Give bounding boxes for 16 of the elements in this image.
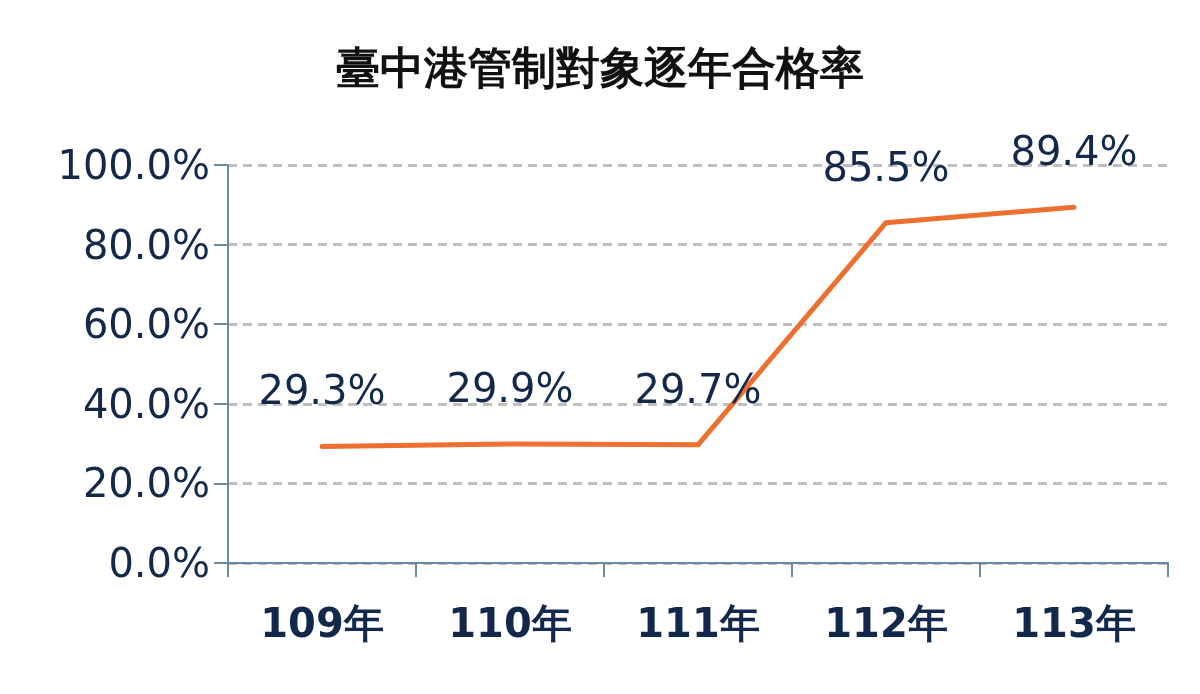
y-tick-label: 0.0% xyxy=(108,540,210,586)
x-tick-label: 111年 xyxy=(636,600,760,646)
y-tick-label: 20.0% xyxy=(82,460,210,507)
x-tick-label: 109年 xyxy=(260,600,384,646)
x-tick-label: 113年 xyxy=(1012,600,1136,646)
y-tick-label: 80.0% xyxy=(82,221,210,268)
y-tick-label: 40.0% xyxy=(82,380,210,427)
data-label: 29.3% xyxy=(258,367,386,414)
chart-title: 臺中港管制對象逐年合格率 xyxy=(336,41,864,93)
data-label: 89.4% xyxy=(1010,128,1138,175)
y-tick-label: 60.0% xyxy=(82,301,210,348)
y-tick-label: 100.0% xyxy=(57,142,210,188)
x-tick-label: 110年 xyxy=(448,600,572,646)
x-tick-label: 112年 xyxy=(824,600,948,646)
data-label: 29.9% xyxy=(446,365,574,411)
data-label: 85.5% xyxy=(822,143,950,190)
